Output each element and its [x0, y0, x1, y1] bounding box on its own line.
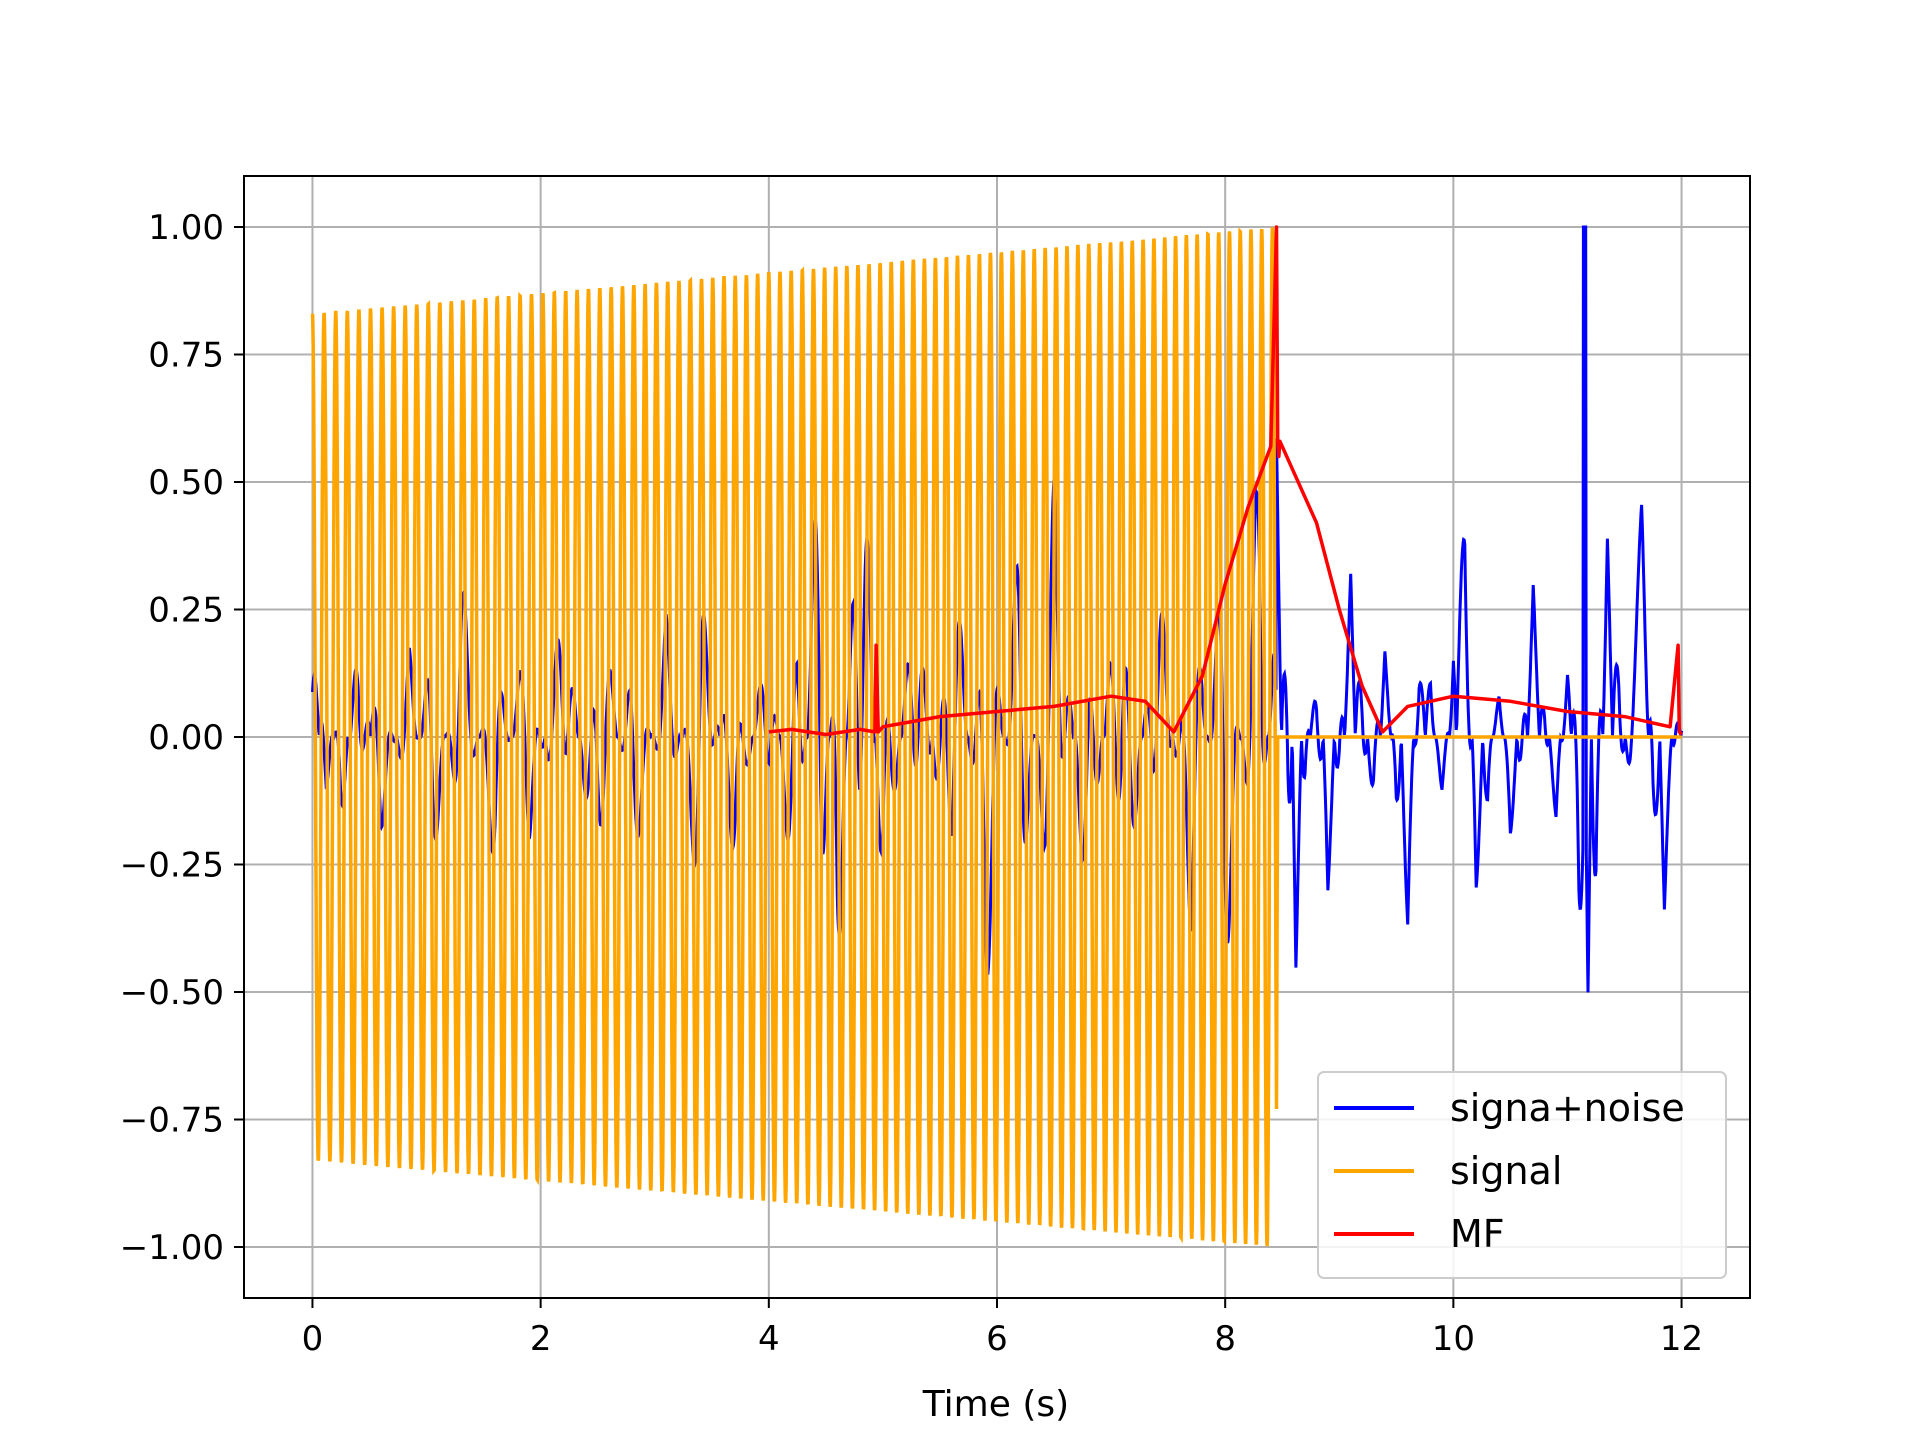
ticks: 0 2 4 6 8 10 12 1.00 0.75 0.50 0.25 0.00 −0.25 −0.50 −…: [120, 208, 1703, 1359]
y-tick-label: −0.75: [120, 1101, 224, 1141]
x-axis-label: Time (s): [922, 1384, 1069, 1425]
series-mf-line: [768, 225, 1683, 737]
legend-label-signal: signal: [1450, 1149, 1562, 1193]
y-tick-label: −1.00: [120, 1228, 224, 1268]
series-signal-line: [310, 227, 1682, 1247]
legend-box: [1317, 1071, 1727, 1279]
x-tick-label: 4: [758, 1319, 780, 1359]
x-tick-label: 2: [530, 1319, 552, 1359]
x-tick-label: 12: [1660, 1319, 1703, 1359]
legend-label-signa-noise: signa+noise: [1450, 1086, 1685, 1130]
x-tick-label: 10: [1432, 1319, 1475, 1359]
y-tick-label: 0.75: [148, 336, 224, 376]
x-tick-label: 6: [986, 1319, 1008, 1359]
y-tick-label: −0.50: [120, 973, 224, 1013]
x-tick-label: 8: [1214, 1319, 1236, 1359]
legend: signa+noise signal MF: [1317, 1071, 1727, 1279]
y-tick-label: 0.00: [148, 718, 224, 758]
y-tick-label: 0.25: [148, 591, 224, 631]
y-tick-label: −0.25: [120, 846, 224, 886]
y-tick-label: 0.50: [148, 463, 224, 503]
y-tick-label: 1.00: [148, 208, 224, 248]
series-layer: [310, 225, 1683, 1247]
legend-label-mf: MF: [1450, 1212, 1505, 1256]
x-tick-label: 0: [302, 1319, 324, 1359]
